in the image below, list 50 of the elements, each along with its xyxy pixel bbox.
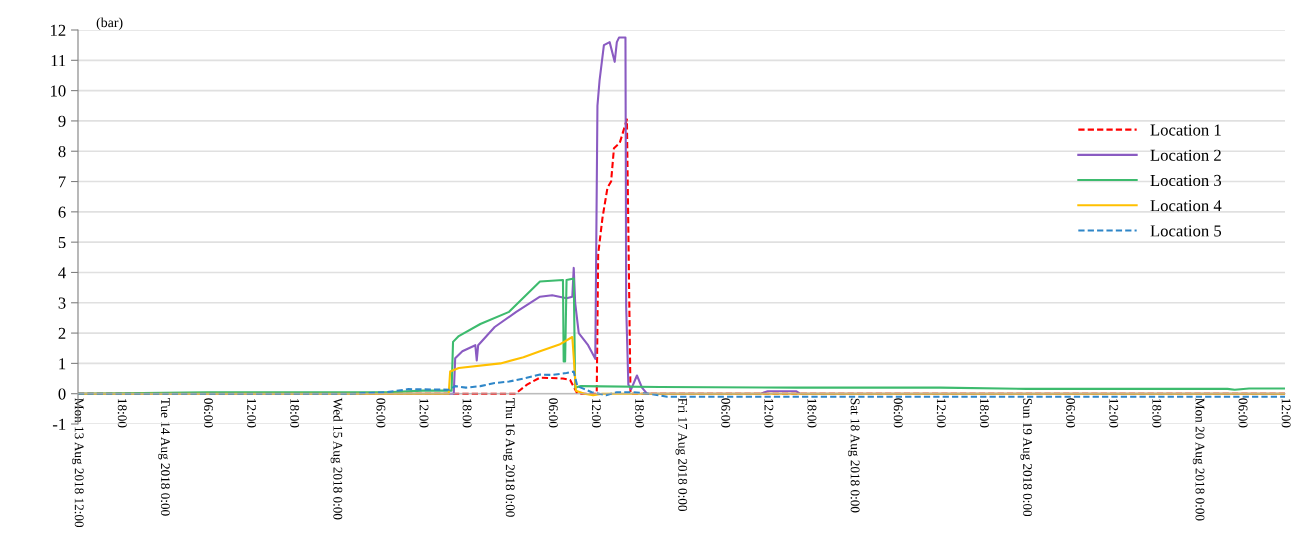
- x-tick-label: 18:00: [462, 399, 472, 428]
- y-tick-label: 5: [58, 237, 66, 249]
- legend-label: Location 5: [1150, 225, 1222, 237]
- x-tick-label: 12:00: [419, 399, 429, 428]
- y-tick-label: 0: [58, 388, 66, 400]
- x-tick-label: Fri 17 Aug 2018 0:00: [675, 398, 688, 511]
- x-tick-label: Mon 20 Aug 2018 0:00: [1192, 398, 1205, 521]
- x-tick-label: 06:00: [893, 398, 903, 428]
- x-tick-label: 12:00: [591, 399, 601, 428]
- x-tick-label: 18:00: [807, 399, 817, 428]
- x-tick-label: 06:00: [376, 398, 386, 428]
- x-tick-label: Mon 13 Aug 2018 12:00: [72, 398, 84, 528]
- y-tick-label: 8: [58, 145, 66, 158]
- y-tick-label: 6: [58, 206, 66, 218]
- legend-label: Location 1: [1150, 124, 1221, 136]
- x-tick-label: Thu 16 Aug 2018 0:00: [503, 398, 516, 517]
- y-tick-label: 1: [59, 358, 66, 370]
- y-tick-label: 3: [58, 297, 66, 309]
- x-tick-label: 06:00: [203, 398, 213, 428]
- x-tick-label: Sun 19 Aug 2018 0:00: [1020, 398, 1032, 517]
- x-tick-label: 18:00: [979, 399, 989, 428]
- y-tick-label: 2: [58, 327, 66, 339]
- y-tick-label: 9: [58, 115, 66, 127]
- x-tick-label: 12:00: [936, 399, 946, 428]
- legend-label: Location 3: [1150, 174, 1222, 187]
- x-tick-label: 06:00: [721, 398, 731, 428]
- x-tick-label: 12:00: [1281, 399, 1291, 428]
- line-series: [78, 370, 1285, 398]
- x-tick-label: 12:00: [1109, 399, 1119, 428]
- y-tick-label: 7: [58, 176, 66, 188]
- y-tick-label: 12: [50, 24, 66, 36]
- x-tick-label: 18:00: [635, 399, 644, 428]
- y-tick-label: -1: [52, 418, 66, 430]
- y-tick-label: 10: [50, 85, 66, 97]
- x-tick-label: 12:00: [247, 399, 257, 428]
- y-tick-label: 4: [58, 267, 66, 279]
- x-tick-label: 18:00: [117, 399, 127, 428]
- x-tick-label: 12:00: [764, 399, 774, 428]
- legend-label: Location 4: [1150, 200, 1222, 212]
- x-tick-label: Wed 15 Aug 2018 0:00: [330, 397, 343, 520]
- x-tick-label: Tue 14 Aug 2018 0:00: [158, 398, 170, 516]
- x-tick-label: 06:00: [548, 398, 558, 428]
- x-tick-label: Sat 18 Aug 2018 0:00: [847, 398, 860, 513]
- x-tick-label: 18:00: [1152, 399, 1162, 428]
- x-tick-label: 06:00: [1238, 398, 1248, 428]
- x-tick-label: 18:00: [290, 399, 300, 428]
- y-tick-label: 11: [51, 55, 66, 67]
- x-tick-label: 06:00: [1066, 398, 1076, 428]
- y-axis-title: (bar): [96, 17, 123, 30]
- legend-label: Location 2: [1150, 149, 1221, 161]
